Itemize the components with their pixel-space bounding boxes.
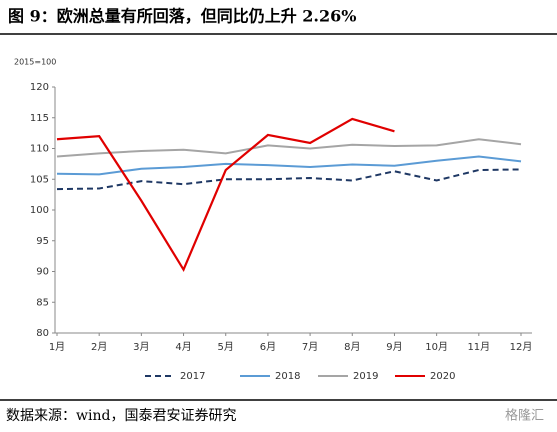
x-tick-label: 7月 <box>302 341 318 353</box>
legend-label: 2019 <box>353 371 378 382</box>
x-tick-label: 1月 <box>49 341 65 353</box>
y-tick-label: 110 <box>30 144 49 155</box>
legend-label: 2018 <box>275 371 300 382</box>
x-tick-label: 2月 <box>91 341 107 353</box>
y-tick-label: 100 <box>30 205 49 216</box>
x-tick-label: 3月 <box>133 341 149 353</box>
series-line <box>56 117 395 273</box>
y-tick-label: 105 <box>30 174 49 185</box>
y-tick-label: 115 <box>30 113 49 124</box>
watermark: 格隆汇 <box>505 408 544 424</box>
x-tick-label: 12月 <box>510 341 533 353</box>
y-tick-label: 120 <box>30 82 49 93</box>
series-line <box>56 155 522 176</box>
y-axis-label: 2015=100 <box>14 58 56 67</box>
y-tick-label: 85 <box>36 297 49 308</box>
x-tick-label: 9月 <box>386 341 402 353</box>
x-tick-label: 5月 <box>218 341 234 353</box>
series-line <box>56 168 522 191</box>
y-tick-label: 95 <box>36 236 49 247</box>
x-tick-label: 11月 <box>467 341 490 353</box>
y-tick-label: 80 <box>36 328 49 339</box>
legend-label: 2017 <box>180 371 205 382</box>
x-tick-label: 6月 <box>260 341 276 353</box>
chart-title: 图 9：欧洲总量有所回落，但同比仍上升 2.26% <box>8 7 356 26</box>
x-tick-label: 4月 <box>175 341 191 353</box>
series-line <box>56 138 522 158</box>
y-tick-label: 90 <box>36 267 49 278</box>
x-tick-label: 8月 <box>344 341 360 353</box>
x-tick-label: 10月 <box>425 341 448 353</box>
source: 数据来源：wind，国泰君安证券研究 <box>6 408 236 424</box>
legend-label: 2020 <box>430 371 455 382</box>
